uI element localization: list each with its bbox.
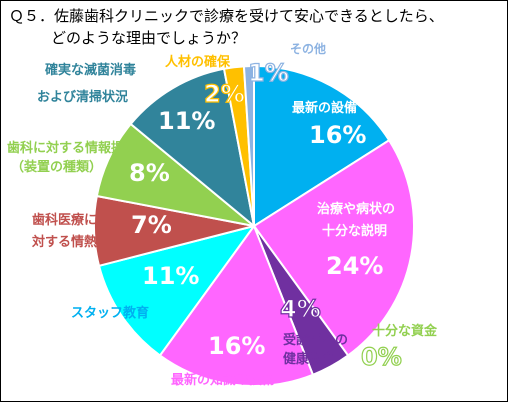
pie-slice-5 <box>97 224 257 357</box>
pie-slice-0 <box>253 64 391 228</box>
pct-label-knowledge: 16% <box>208 332 265 360</box>
pct-label-information: 8% <box>129 159 170 187</box>
pct-label-other: 1% <box>248 59 289 87</box>
category-label-explanation-line-1: 治療や病状の <box>317 201 395 217</box>
category-label-information-line-1: 歯科に対する情報提供 <box>7 140 137 156</box>
category-label-health-education-line-2: 健康教育 <box>283 351 335 367</box>
category-label-explanation-line-2: 十分な説明 <box>322 223 387 239</box>
pct-label-staffing: 2% <box>204 80 245 108</box>
pct-label-explanation: 24% <box>326 252 383 280</box>
pct-label-sterilization: 11% <box>158 107 215 135</box>
title-line-1: Ｑ５．佐藤歯科クリニックで診療を受けて安心できるとしたら、 <box>9 7 444 25</box>
category-label-staffing: 人材の確保 <box>165 54 231 70</box>
category-label-equipment: 最新の設備 <box>292 100 357 116</box>
category-label-sterilization-line-1: 確実な滅菌消毒 <box>45 62 136 78</box>
category-label-passion-line-2: 対する情熱 <box>31 234 97 250</box>
pct-label-health-education: 4% <box>280 295 321 323</box>
category-label-funds: 十分な資金 <box>372 323 438 339</box>
category-label-sterilization-line-2: および清掃状況 <box>37 89 128 105</box>
pie-slice-1 <box>252 138 415 357</box>
category-label-staff: スタッフ教育 <box>71 305 149 321</box>
pie-slice-8 <box>129 67 256 229</box>
pct-label-passion: 7% <box>131 211 172 239</box>
pct-label-staff: 11% <box>142 262 199 290</box>
category-label-information-line-2: （装置の種類） <box>11 159 102 175</box>
category-label-health-education-line-1: 受診者への <box>283 332 348 348</box>
chart-title: Ｑ５．佐藤歯科クリニックで診療を受けて安心できるとしたら、どのような理由でしょう… <box>9 5 499 49</box>
pie-slice-10 <box>242 64 255 227</box>
pie-slice-4 <box>158 223 315 387</box>
pct-label-funds: 0% <box>361 343 402 371</box>
title-line-2: どのような理由でしょうか？ <box>51 29 247 47</box>
category-label-knowledge: 最新の知識や技術 <box>171 372 275 388</box>
pct-label-equipment: 16% <box>309 121 366 149</box>
category-label-passion-line-1: 歯科医療に <box>32 212 97 228</box>
category-label-other: その他 <box>290 41 326 56</box>
